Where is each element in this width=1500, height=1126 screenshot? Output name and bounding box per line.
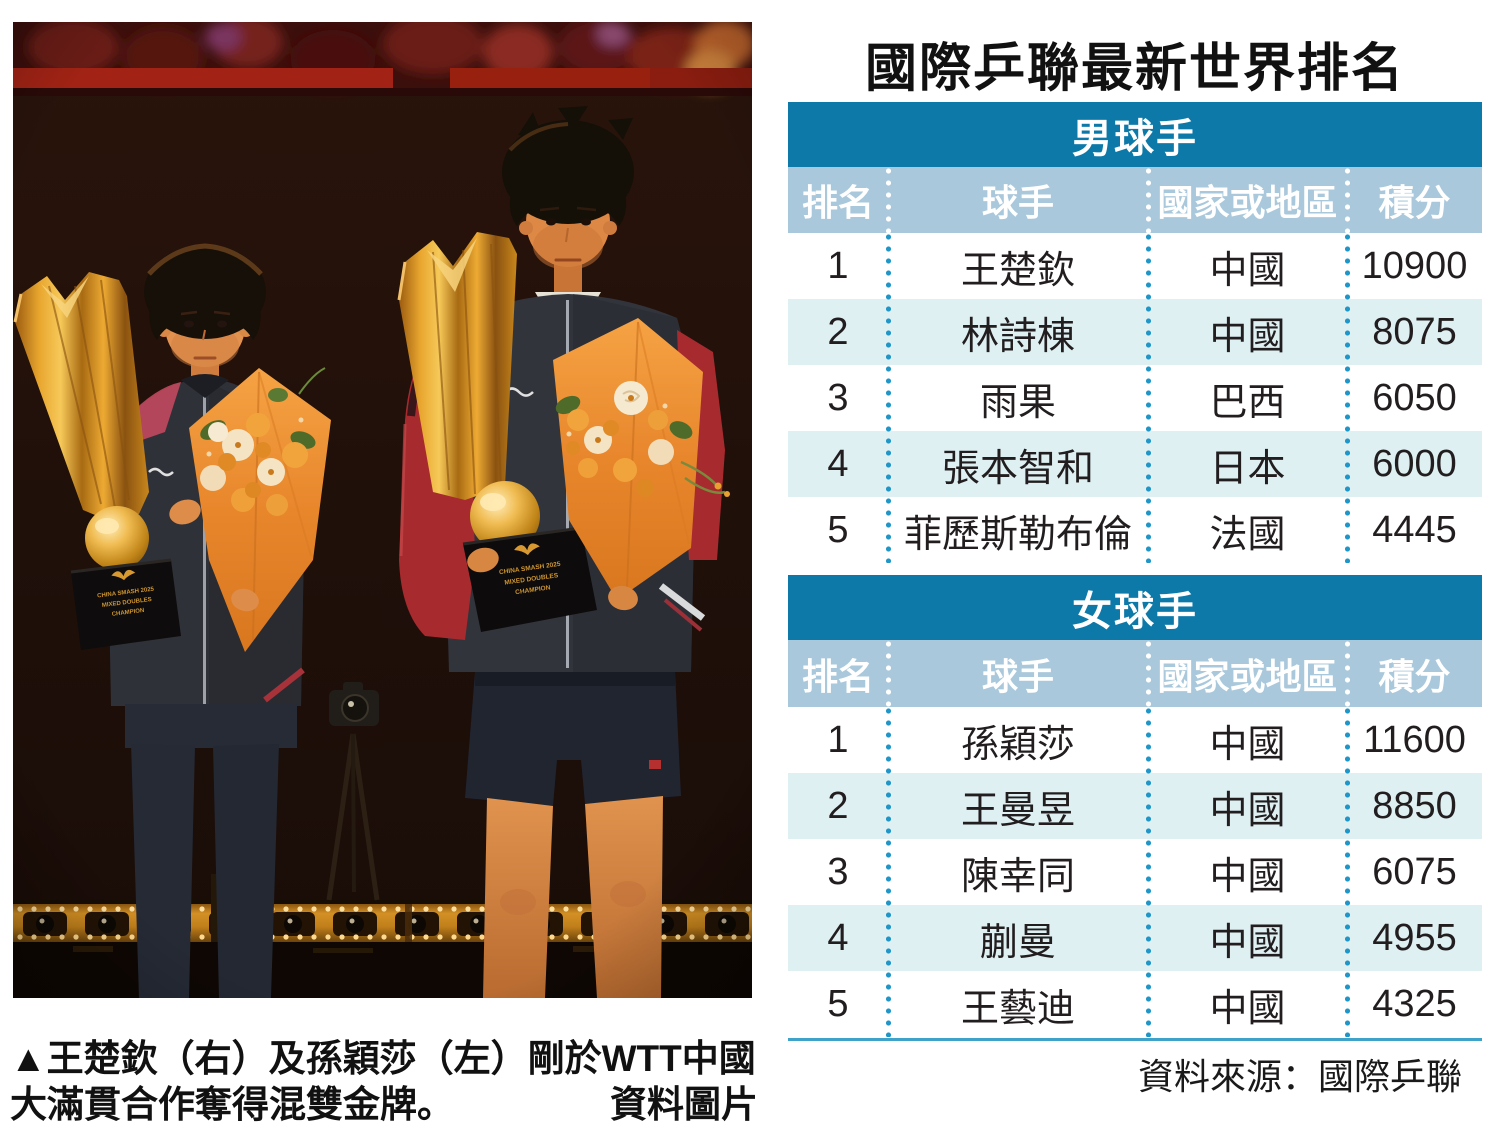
- cell-player: 蒯曼: [979, 921, 1056, 964]
- cell-region: 中國: [1209, 249, 1286, 292]
- table-row: 4 張本智和 日本 6000: [788, 431, 1482, 497]
- cell-points: 6050: [1372, 376, 1457, 419]
- cell-points: 4445: [1372, 508, 1457, 551]
- cell-rank: 1: [827, 718, 849, 761]
- column-separator: [886, 167, 891, 233]
- cell-region: 中國: [1209, 789, 1286, 832]
- table-row: 1 王楚欽 中國 10900: [788, 233, 1482, 299]
- table-row: 5 菲歷斯勒布倫 法國 4445: [788, 497, 1482, 563]
- cell-rank: 2: [827, 310, 849, 353]
- cell-player: 陳幸同: [960, 855, 1075, 898]
- podium-photo-art: CHINA SMASH 2025 MIXED DOUBLES CHAMPION: [13, 22, 752, 998]
- cell-player: 林詩棟: [960, 315, 1075, 358]
- column-separator: [1345, 707, 1350, 1037]
- cell-rank: 1: [827, 244, 849, 287]
- column-header-player: 球手: [981, 655, 1054, 697]
- column-header-region: 國家或地區: [1157, 182, 1338, 223]
- cell-rank: 4: [827, 442, 849, 485]
- table-row: 4 蒯曼 中國 4955: [788, 905, 1482, 971]
- column-separator: [1345, 233, 1350, 563]
- table-row: 2 林詩棟 中國 8075: [788, 299, 1482, 365]
- cell-region: 中國: [1209, 855, 1286, 898]
- cell-region: 中國: [1209, 723, 1286, 766]
- table-row: 3 陳幸同 中國 6075: [788, 839, 1482, 905]
- cell-rank: 5: [827, 982, 849, 1025]
- caption-line-1: ▲王楚欽（右）及孫穎莎（左）剛於WTT中國: [10, 1038, 756, 1079]
- caption-credit: 資料圖片: [610, 1084, 758, 1125]
- column-separator: [1146, 167, 1151, 233]
- column-separator: [1146, 707, 1151, 1037]
- source-note: 資料來源：國際乒聯: [1137, 1056, 1462, 1097]
- table-row: 2 王曼昱 中國 8850: [788, 773, 1482, 839]
- table-row: 5 王藝迪 中國 4325: [788, 971, 1482, 1037]
- panel-title: 國際乒聯最新世界排名: [864, 40, 1405, 98]
- cell-rank: 2: [827, 784, 849, 827]
- column-separator: [1345, 640, 1350, 707]
- photo-caption: ▲王楚欽（右）及孫穎莎（左）剛於WTT中國 大滿貫合作奪得混雙金牌。 資料圖片: [10, 1036, 758, 1126]
- column-header-points: 積分: [1378, 655, 1451, 697]
- column-separator: [1345, 167, 1350, 233]
- cell-player: 王楚欽: [960, 249, 1075, 292]
- caption-line-2: 大滿貫合作奪得混雙金牌。: [10, 1084, 454, 1125]
- column-header-region: 國家或地區: [1157, 655, 1338, 697]
- column-header-row: 排名 球手 國家或地區 積分: [788, 167, 1482, 233]
- cell-player: 王曼昱: [960, 789, 1075, 832]
- section-header-men: 男球手: [788, 102, 1482, 167]
- cell-region: 中國: [1209, 987, 1286, 1030]
- table-row: 1 孫穎莎 中國 11600: [788, 707, 1482, 773]
- cell-player: 雨果: [979, 381, 1056, 424]
- section-header-women: 女球手: [788, 575, 1482, 640]
- cell-rank: 5: [827, 508, 849, 551]
- table-row: 3 雨果 巴西 6050: [788, 365, 1482, 431]
- cell-player: 孫穎莎: [960, 723, 1075, 766]
- cell-region: 中國: [1209, 921, 1286, 964]
- cell-region: 法國: [1209, 513, 1286, 556]
- cell-points: 4325: [1372, 982, 1457, 1025]
- cell-region: 日本: [1209, 447, 1286, 490]
- column-header-rank: 排名: [801, 655, 874, 697]
- column-separator: [886, 707, 891, 1037]
- column-separator: [886, 233, 891, 563]
- column-header-rank: 排名: [801, 182, 874, 223]
- cell-points: 4955: [1372, 916, 1457, 959]
- column-header-row: 排名 球手 國家或地區 積分: [788, 640, 1482, 707]
- column-separator: [1146, 640, 1151, 707]
- cell-points: 6075: [1372, 850, 1457, 893]
- cell-player: 王藝迪: [960, 987, 1075, 1030]
- podium-photo: CHINA SMASH 2025 MIXED DOUBLES CHAMPION: [13, 22, 752, 998]
- cell-rank: 4: [827, 916, 849, 959]
- cell-points: 8075: [1372, 310, 1457, 353]
- cell-player: 張本智和: [941, 447, 1094, 490]
- cell-rank: 3: [827, 376, 849, 419]
- ranking-panel: 國際乒聯最新世界排名 男球手 排名 球手 國家或地區 積分 1 王楚欽 中國 1…: [788, 0, 1482, 1126]
- column-separator: [1146, 233, 1151, 563]
- cell-points: 8850: [1372, 784, 1457, 827]
- column-header-points: 積分: [1378, 182, 1451, 223]
- cell-player: 菲歷斯勒布倫: [903, 513, 1132, 556]
- cell-points: 11600: [1363, 718, 1466, 761]
- cell-rank: 3: [827, 850, 849, 893]
- cell-points: 10900: [1361, 244, 1468, 287]
- cell-points: 6000: [1372, 442, 1457, 485]
- column-separator: [886, 640, 891, 707]
- column-header-player: 球手: [981, 182, 1054, 223]
- cell-region: 巴西: [1209, 381, 1286, 424]
- cell-region: 中國: [1209, 315, 1286, 358]
- bottom-rule: [788, 1038, 1482, 1041]
